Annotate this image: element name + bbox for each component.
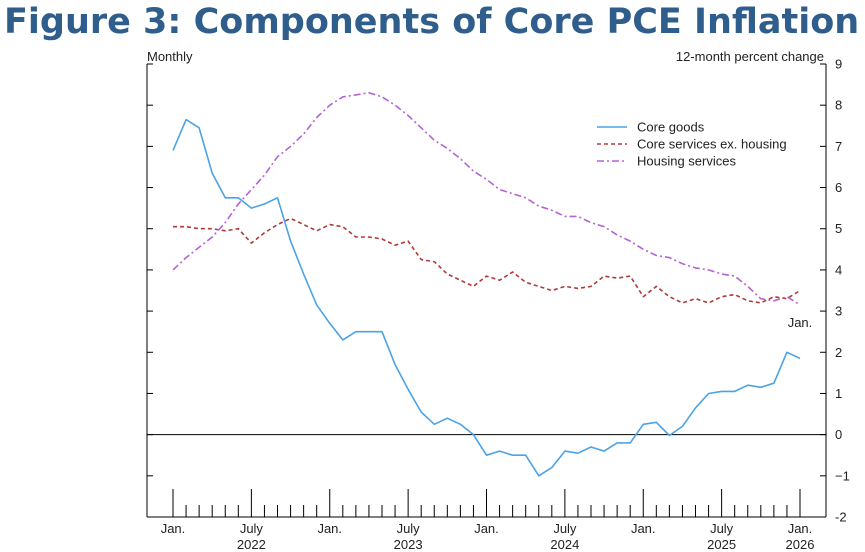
legend-label: Core services ex. housing [637,137,787,152]
legend: Core goods Core services ex. housing Housi… [597,120,787,169]
xtick-label: July [240,521,264,536]
xyear-label: 2023 [394,537,423,552]
ytick-label: 8 [835,98,842,113]
ytick-label: 5 [835,221,842,236]
xtick-label: Jan. [788,521,813,536]
ytick-label: −1 [835,468,850,483]
series-line-core-services-ex-housing [173,217,801,304]
xyear-label: 2025 [707,537,736,552]
xyear-label: 2024 [550,537,579,552]
legend-label: Housing services [637,154,736,169]
ytick-label: 2 [835,345,842,360]
right-unit-label: 12-month percent change [676,49,824,64]
legend-label: Core goods [637,120,705,135]
ytick-label: 9 [835,57,842,72]
ytick-label: 6 [835,180,842,195]
xtick-label: Jan. [631,521,656,536]
ytick-label: 1 [835,386,842,401]
xtick-label: July [710,521,734,536]
xyear-label: 2022 [237,537,266,552]
xyear-label: 2026 [786,537,815,552]
ytick-label: 3 [835,304,842,319]
ytick-label: 4 [835,262,842,277]
series-line-housing-services [172,92,801,306]
xtick-label: Jan. [317,521,342,536]
series-line-core-goods [172,118,801,477]
xtick-label: July [397,521,421,536]
xtick-label: Jan. [474,521,499,536]
chart-title: Figure 3: Components of Core PCE Inflati… [4,2,860,42]
ytick-label: 0 [835,427,842,442]
ytick-label: 7 [835,139,842,154]
left-unit-label: Monthly [147,49,193,64]
jan-annotation: Jan. [788,315,813,330]
ytick-label: -2 [835,510,847,525]
axis-ticks: -2 −1 0 1 2 3 4 5 6 7 8 9 Jan. July Jan. July Jan. July Ja… [147,57,850,552]
xtick-label: July [553,521,577,536]
series-layer [172,92,801,477]
xtick-label: Jan. [161,521,186,536]
chart-axes [146,64,827,518]
